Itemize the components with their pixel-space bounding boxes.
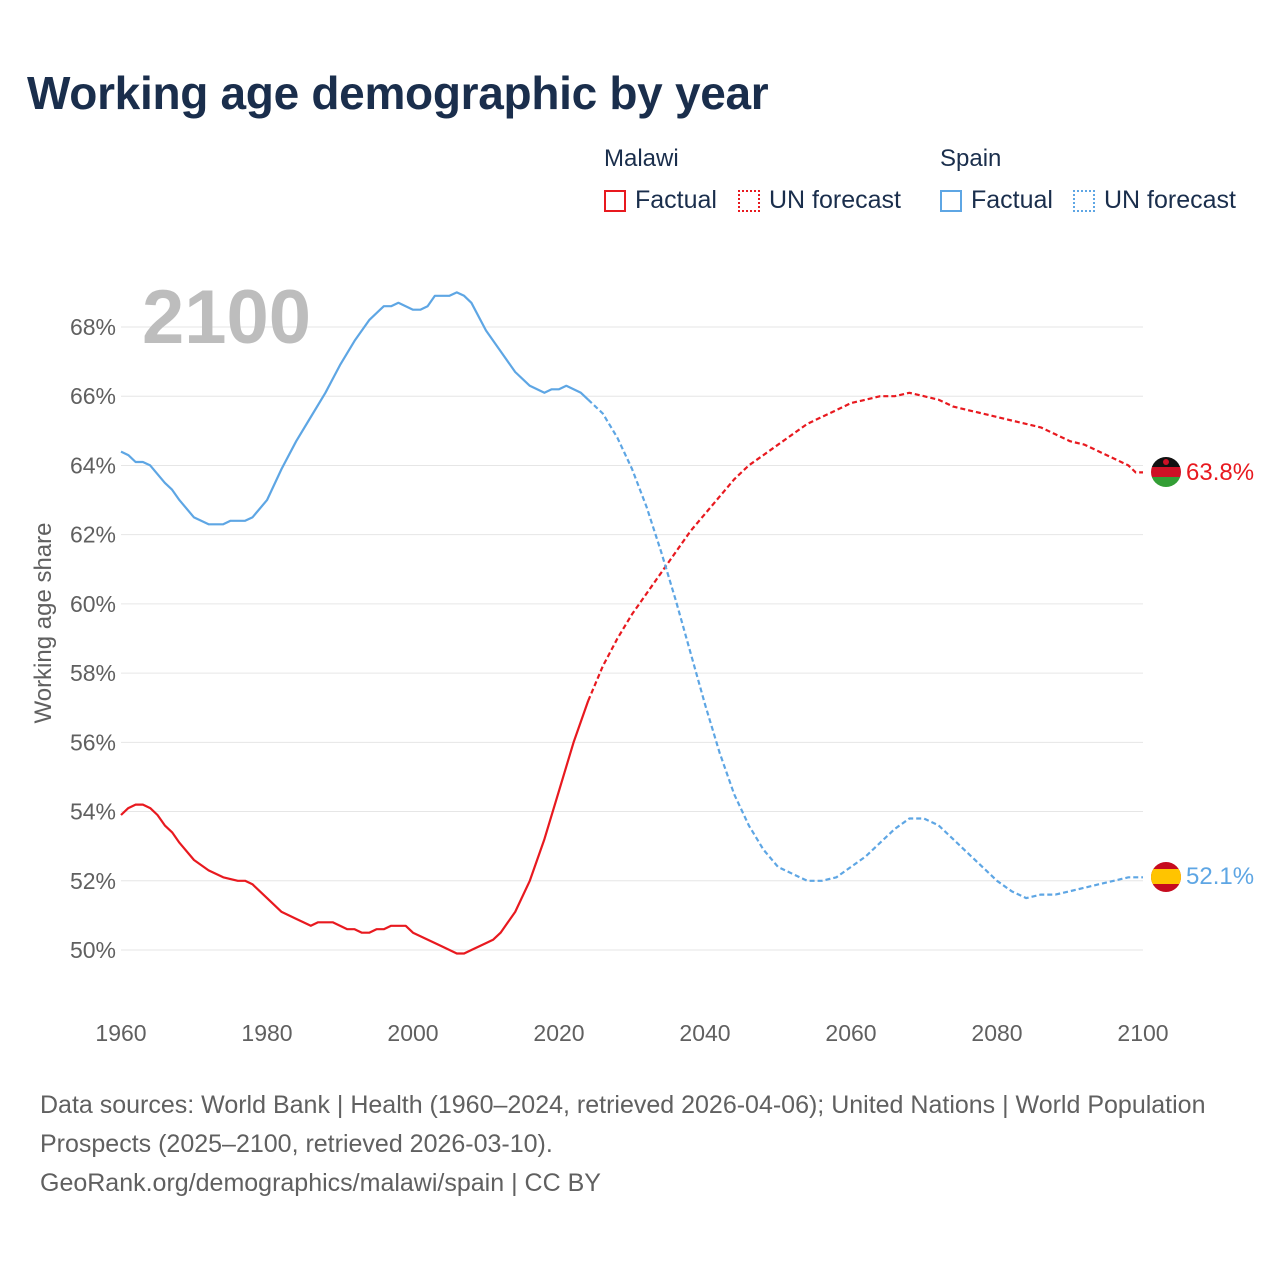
y-tick-label: 54%	[70, 799, 116, 825]
spain-flag-icon	[1151, 862, 1181, 892]
y-tick-label: 68%	[70, 314, 116, 340]
legend-spain-factual-swatch	[940, 189, 962, 212]
year-watermark: 2100	[142, 275, 311, 360]
malawi-flag-icon	[1151, 457, 1181, 487]
spain-factual-line	[120, 291, 589, 526]
y-tick-label: 58%	[70, 660, 116, 686]
credit-link[interactable]: GeoRank.org/demographics/malawi/spain | …	[40, 1169, 601, 1197]
legend-spain-label: Spain	[940, 145, 1002, 172]
footer: Data sources: World Bank | Health (1960–…	[40, 1086, 1250, 1203]
spain-end-value-label: 52.1%	[1186, 863, 1254, 890]
legend-malawi-forecast[interactable]: UN forecast	[738, 186, 901, 215]
chart-title: Working age demographic by year	[27, 67, 769, 119]
y-tick-label: 66%	[70, 383, 116, 409]
x-tick-label: 2060	[825, 1020, 876, 1046]
data-sources-note: Data sources: World Bank | Health (1960–…	[40, 1091, 1206, 1158]
malawi-forecast-line	[587, 391, 1143, 702]
legend-spain-forecast[interactable]: UN forecast	[1073, 186, 1236, 215]
legend-malawi-forecast-label: UN forecast	[769, 186, 901, 214]
legend-malawi-forecast-swatch	[738, 189, 760, 212]
y-axis-label: Working age share	[30, 523, 57, 724]
legend-malawi-factual[interactable]: Factual	[604, 186, 717, 215]
spain-forecast-line	[587, 398, 1143, 900]
x-tick-label: 1980	[241, 1020, 292, 1046]
y-tick-label: 62%	[70, 522, 116, 548]
x-tick-label: 2100	[1117, 1020, 1168, 1046]
x-tick-label: 2020	[533, 1020, 584, 1046]
y-tick-label: 50%	[70, 937, 116, 963]
legend-malawi-factual-label: Factual	[635, 186, 717, 214]
legend-spain-factual[interactable]: Factual	[940, 186, 1053, 215]
x-tick-label: 2080	[971, 1020, 1022, 1046]
malawi-end-value-label: 63.8%	[1186, 459, 1254, 486]
y-tick-label: 64%	[70, 452, 116, 478]
malawi-factual-line	[120, 700, 590, 955]
y-tick-label: 56%	[70, 729, 116, 755]
legend-spain-forecast-swatch	[1073, 189, 1095, 212]
legend-spain-factual-label: Factual	[971, 186, 1053, 214]
x-tick-label: 2000	[387, 1020, 438, 1046]
x-tick-label: 2040	[679, 1020, 730, 1046]
y-tick-label: 52%	[70, 868, 116, 894]
legend-malawi-factual-swatch	[604, 189, 626, 212]
legend-spain-forecast-label: UN forecast	[1104, 186, 1236, 214]
x-tick-label: 1960	[95, 1020, 146, 1046]
legend-malawi-label: Malawi	[604, 145, 679, 172]
y-tick-label: 60%	[70, 591, 116, 617]
